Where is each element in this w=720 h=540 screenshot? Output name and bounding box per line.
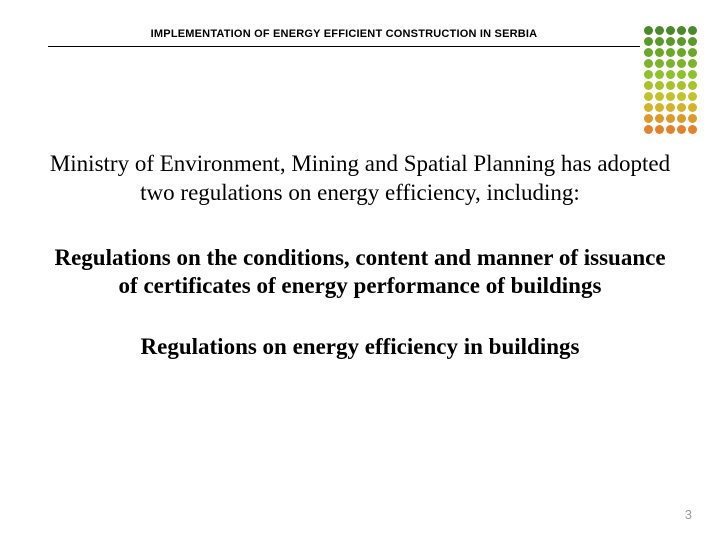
dot-icon (688, 92, 697, 101)
dot-icon (688, 103, 697, 112)
header-title: IMPLEMENTATION OF ENERGY EFFICIENT CONST… (48, 28, 640, 40)
dot-icon (688, 114, 697, 123)
dot-icon (655, 125, 664, 134)
dot-icon (655, 92, 664, 101)
dot-icon (644, 103, 653, 112)
dot-icon (666, 92, 675, 101)
dot-icon (655, 37, 664, 46)
dot-icon (677, 114, 686, 123)
dot-icon (666, 59, 675, 68)
dot-icon (677, 59, 686, 68)
dot-icon (644, 70, 653, 79)
dot-icon (666, 114, 675, 123)
decorative-dot-grid (644, 26, 698, 135)
dot-icon (644, 37, 653, 46)
dot-icon (666, 70, 675, 79)
dot-icon (644, 81, 653, 90)
header-rule (48, 46, 640, 47)
regulation-2: Regulations on energy efficiency in buil… (48, 333, 672, 362)
header: IMPLEMENTATION OF ENERGY EFFICIENT CONST… (48, 28, 640, 47)
dot-icon (677, 103, 686, 112)
dot-icon (666, 81, 675, 90)
dot-icon (655, 59, 664, 68)
dot-icon (688, 70, 697, 79)
dot-icon (666, 48, 675, 57)
dot-icon (655, 70, 664, 79)
dot-icon (666, 125, 675, 134)
dot-icon (677, 48, 686, 57)
dot-icon (677, 26, 686, 35)
dot-icon (655, 103, 664, 112)
dot-icon (644, 48, 653, 57)
dot-icon (688, 26, 697, 35)
dot-icon (644, 92, 653, 101)
dot-icon (677, 125, 686, 134)
dot-icon (655, 26, 664, 35)
dot-icon (644, 114, 653, 123)
dot-icon (677, 37, 686, 46)
slide-content: Ministry of Environment, Mining and Spat… (48, 150, 672, 394)
dot-icon (644, 59, 653, 68)
dot-icon (677, 92, 686, 101)
dot-icon (655, 114, 664, 123)
dot-icon (688, 59, 697, 68)
dot-icon (666, 37, 675, 46)
dot-icon (666, 26, 675, 35)
intro-text: Ministry of Environment, Mining and Spat… (48, 150, 672, 208)
dot-icon (677, 81, 686, 90)
dot-icon (655, 81, 664, 90)
dot-icon (666, 103, 675, 112)
dot-icon (688, 48, 697, 57)
dot-icon (644, 125, 653, 134)
page-number: 3 (685, 507, 692, 522)
regulation-1: Regulations on the conditions, content a… (48, 244, 672, 302)
dot-icon (688, 81, 697, 90)
dot-icon (655, 48, 664, 57)
dot-icon (688, 37, 697, 46)
dot-icon (688, 125, 697, 134)
dot-icon (677, 70, 686, 79)
dot-icon (644, 26, 653, 35)
